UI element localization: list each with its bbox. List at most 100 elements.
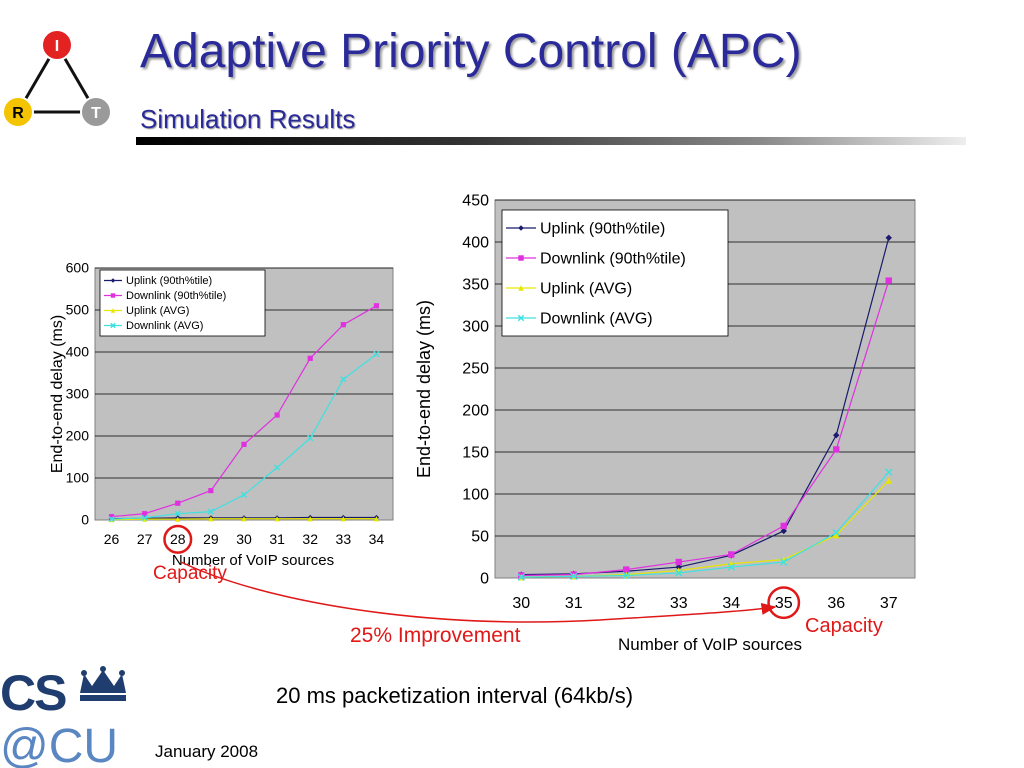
chart-1-series-1-point <box>623 566 630 573</box>
page-title: Adaptive Priority Control (APC) <box>140 25 802 78</box>
svg-text:CS: CS <box>0 665 66 721</box>
chart-1-legend-marker <box>517 314 525 322</box>
chart-0-svg: 0 100 200 300 400 500 600 26 27 28 29 30 31 32 33 34 Num… <box>49 260 394 569</box>
chart-0-series-3-point <box>273 464 281 471</box>
capacity-label-right: Capacity <box>805 615 883 637</box>
chart-0-ytick: 200 <box>66 428 90 444</box>
chart-0-series-2-point <box>274 516 280 522</box>
chart-1-legend-item: Downlink (AVG) <box>540 310 653 327</box>
chart-0-series-3-point <box>174 510 181 517</box>
chart-1-series-1-line <box>521 280 890 577</box>
slide-date: January 2008 <box>155 742 259 761</box>
chart-0-xtick: 27 <box>137 531 153 547</box>
chart-0-xtick: 34 <box>369 531 385 547</box>
chart-1-series-2-point <box>885 477 892 484</box>
cscu-logo: CS @CU <box>0 665 126 768</box>
chart-1-legend-item: Downlink (90th%tile) <box>540 250 686 267</box>
chart-0-ytick: 300 <box>66 386 90 402</box>
chart-1-legend-item: Uplink (90th%tile) <box>540 220 665 237</box>
chart-0-legend-item: Uplink (AVG) <box>126 305 189 317</box>
chart-1-ytick: 350 <box>462 276 489 293</box>
chart-1-ytick: 150 <box>462 444 489 461</box>
chart-0-series-1-point <box>142 511 148 517</box>
chart-0-series-3-point <box>373 350 380 358</box>
chart-1-legend <box>501 209 729 337</box>
chart-0-series-1-point <box>241 441 247 447</box>
chart-0-xtick: 30 <box>236 531 252 547</box>
chart-0-series-1-point <box>307 355 313 361</box>
chart-0-series-3-point <box>340 376 347 383</box>
chart-1-xtick: 33 <box>670 595 688 612</box>
chart-0-series-3-point <box>141 514 148 522</box>
chart-0-series-2-point <box>208 516 214 522</box>
chart-0-series-2-point <box>307 516 313 522</box>
chart-0-legend-marker <box>110 293 116 298</box>
chart-1-legend-marker <box>518 225 524 231</box>
chart-1-series-0-point <box>780 527 787 535</box>
chart-1-series-0-point <box>675 563 682 571</box>
chart-0-series-1-point <box>274 412 280 418</box>
chart-0-legend-item: Downlink (AVG) <box>126 320 203 332</box>
chart-1-series-3-point <box>885 468 893 476</box>
chart-1-series-1-point <box>780 522 787 530</box>
chart-1-xtick: 32 <box>617 595 635 612</box>
chart-1-ytick: 50 <box>471 528 489 545</box>
chart-0-ytick: 100 <box>66 470 90 486</box>
chart-1-capacity-circle <box>767 586 801 620</box>
chart-1-series-1-point <box>885 277 892 284</box>
chart-0-series-3-point <box>108 516 115 523</box>
chart-0-xtick: 29 <box>203 531 219 547</box>
chart-1-ytick: 100 <box>462 486 489 503</box>
chart-0-ytick: 0 <box>81 512 89 528</box>
chart-1-series-0-point <box>833 432 840 439</box>
chart-0-series-3-point <box>307 434 314 442</box>
chart-0-series-2-point <box>373 516 380 522</box>
chart-0-ytick: 600 <box>66 260 90 276</box>
svg-text:@CU: @CU <box>0 720 118 768</box>
improvement-label: 25% Improvement <box>350 624 521 647</box>
chart-1-legend-item: Uplink (AVG) <box>540 280 632 297</box>
chart-0-xtick: 31 <box>269 531 285 547</box>
chart-0-ylabel: End-to-end delay (ms) <box>49 315 66 473</box>
chart-1-xtick: 30 <box>512 595 530 612</box>
logo-node-i: I <box>55 38 59 55</box>
chart-0-series-2-point <box>142 516 148 522</box>
chart-0-ytick: 500 <box>66 302 90 318</box>
chart-1-ytick: 200 <box>462 402 489 419</box>
chart-1-series-3-point <box>570 572 578 581</box>
chart-1-series-3-point <box>622 571 630 580</box>
chart-0-series-2-point <box>241 516 247 522</box>
chart-0-legend-item: Uplink (90th%tile) <box>126 275 212 287</box>
chart-1-series-1-point <box>833 446 840 453</box>
chart-0-legend <box>99 269 266 337</box>
chart-0-xtick: 28 <box>170 531 186 547</box>
chart-1-svg: 0 50 100 150 200 250 300 350 400 450 30 31 32 33 34 35 3… <box>414 192 916 654</box>
chart-left: 0 100 200 300 400 500 600 26 27 28 29 30 31 32 33 34 Num… <box>40 258 400 578</box>
chart-1-xtick: 37 <box>880 595 898 612</box>
packetization-caption: 20 ms packetization interval (64kb/s) <box>276 683 634 708</box>
chart-0-series-1-point <box>108 514 115 520</box>
chart-1-xlabel: Number of VoIP sources <box>618 635 802 654</box>
irt-logo: I R T <box>2 29 112 128</box>
chart-0-series-2-point <box>175 516 181 522</box>
chart-1-series-0-point <box>885 234 892 241</box>
chart-0-xtick: 32 <box>302 531 318 547</box>
chart-1-series-3-point <box>517 573 525 581</box>
chart-0-legend-item: Downlink (90th%tile) <box>126 290 226 302</box>
chart-0-legend-marker <box>110 308 116 313</box>
chart-1-ytick: 300 <box>462 318 489 335</box>
chart-0-series-3-point <box>207 508 215 515</box>
chart-1-xtick: 36 <box>827 595 845 612</box>
chart-0-xlabel: Number of VoIP sources <box>172 552 334 569</box>
crown-icon <box>80 666 126 701</box>
chart-1-ylabel: End-to-end delay (ms) <box>414 300 434 478</box>
chart-0-series-1-point <box>208 488 214 494</box>
chart-1-xtick: 35 <box>775 595 793 612</box>
capacity-label-left: Capacity <box>153 563 227 584</box>
chart-1-legend-marker <box>518 255 524 261</box>
chart-1-series-3-point <box>675 569 683 577</box>
chart-1-series-1-point <box>728 551 735 558</box>
chart-0-xtick: 33 <box>336 531 352 547</box>
page-subtitle: Simulation Results <box>140 104 356 134</box>
